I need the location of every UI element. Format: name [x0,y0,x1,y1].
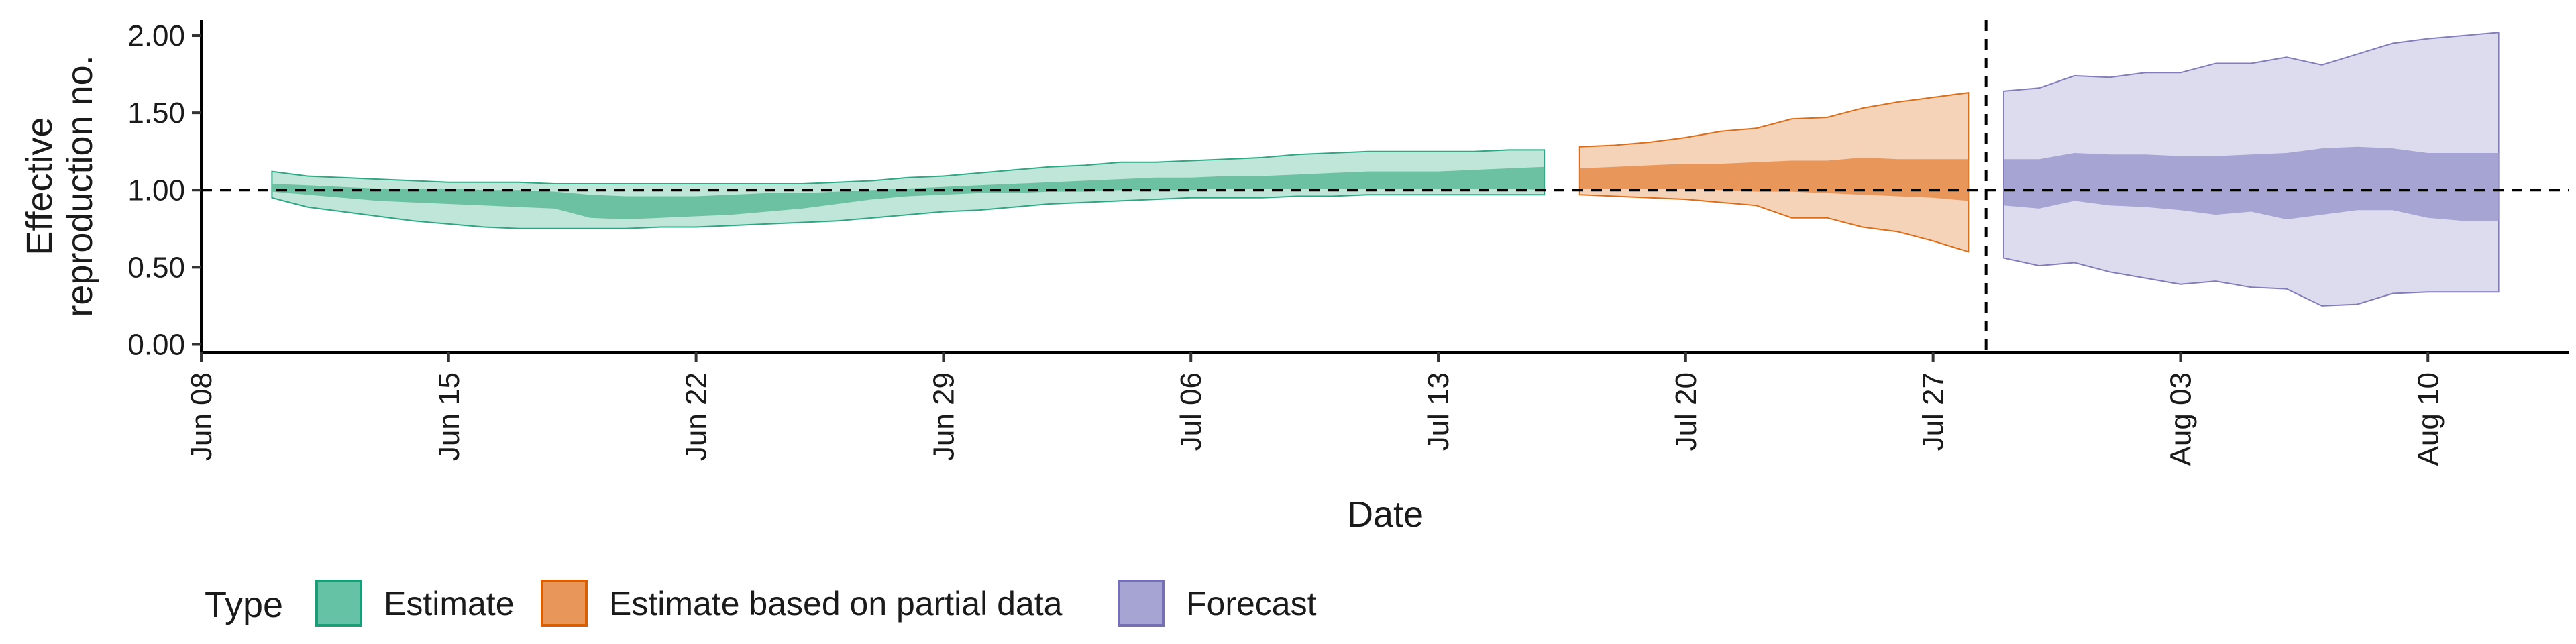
x-tick-label: Aug 10 [2412,372,2445,466]
ribbon-50-0 [272,166,1545,219]
reference-lines [201,20,2569,352]
x-tick-label: Jun 29 [927,372,960,461]
x-tick-label: Jun 15 [433,372,466,461]
x-axis-title: Date [1347,494,1424,535]
axes: 0.00 0.50 1.00 1.50 2.00 Jun 08 Jun 15 Jun 22 Ju… [127,19,2569,466]
y-tick-label: 0.50 [127,251,185,284]
x-tick-label: Jul 20 [1670,372,1703,451]
legend: Type Estimate Estimate based on partial d… [205,580,1317,627]
ribbon-layer [271,32,2500,307]
y-axis-title-line: reproduction no. [60,55,100,317]
y-tick-label: 1.00 [127,174,185,207]
legend-label-0: Estimate [384,585,515,623]
y-axis-title: Effectivereproduction no. [19,55,100,317]
x-tick-label: Jul 06 [1175,372,1208,451]
legend-key-0 [315,580,362,627]
legend-key-2 [1118,580,1165,627]
x-tick-label: Jul 13 [1422,372,1455,451]
legend-label-2: Forecast [1186,585,1317,623]
x-tick-label: Jun 08 [185,372,218,461]
y-tick-label: 2.00 [127,19,185,52]
y-tick-label: 1.50 [127,97,185,129]
ribbon-50-2 [2004,146,2499,221]
y-tick-label: 0.00 [127,328,185,361]
y-axis-title-line: Effective [19,117,60,255]
x-tick-label: Jul 27 [1917,372,1950,451]
x-tick-label: Jun 22 [680,372,713,461]
legend-label-1: Estimate based on partial data [609,585,1063,623]
ribbon-50-1 [1579,157,1969,201]
legend-key-1 [541,580,588,627]
legend-title: Type [205,585,283,625]
x-tick-label: Aug 03 [2164,372,2197,466]
